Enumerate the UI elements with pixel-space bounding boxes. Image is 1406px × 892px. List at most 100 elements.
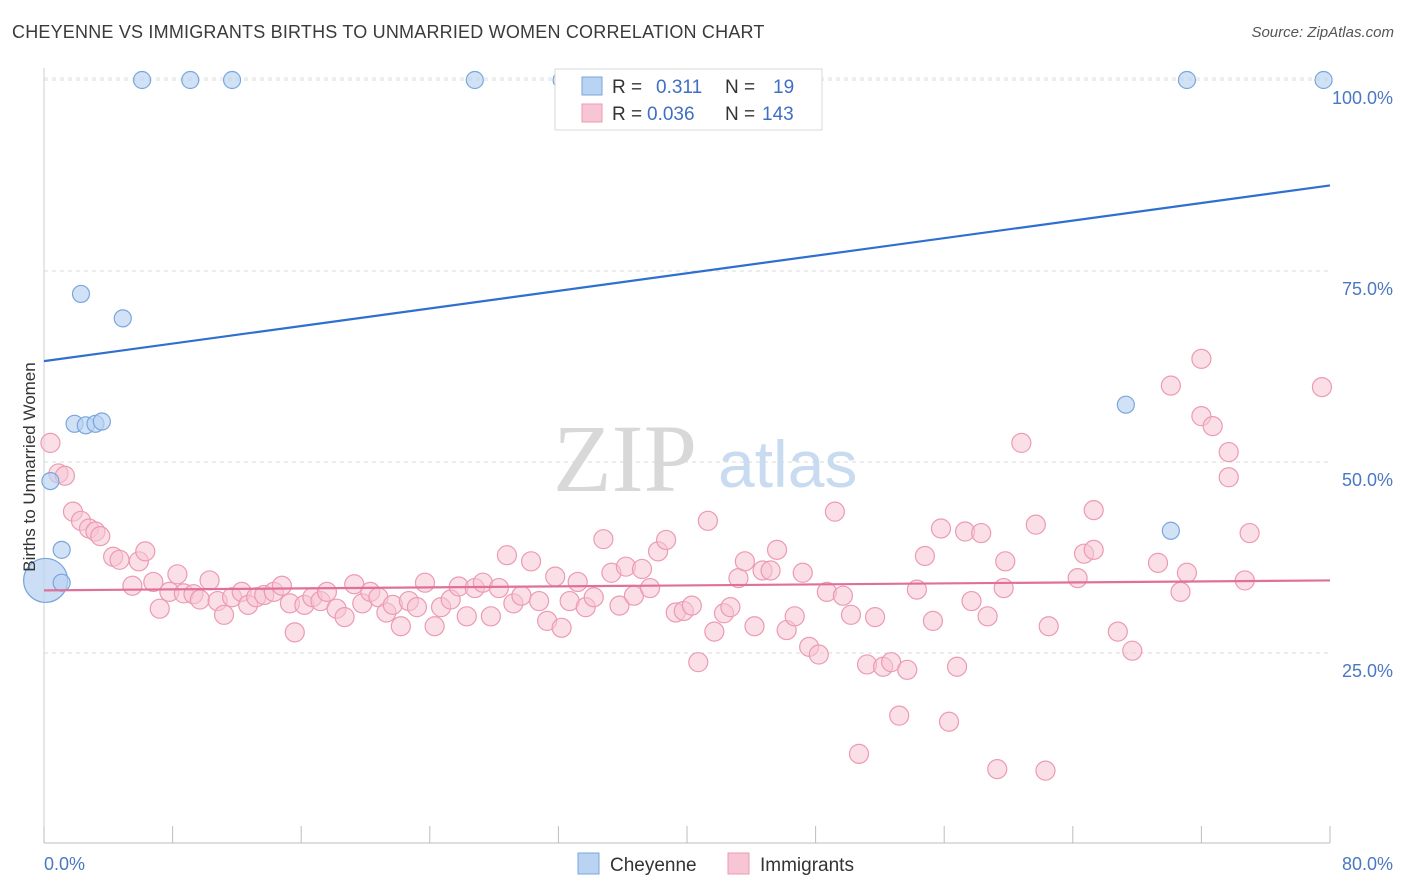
immigrants-point — [1083, 500, 1104, 521]
immigrants-point — [971, 522, 992, 544]
immigrants-point — [832, 585, 854, 606]
cheyenne-point — [52, 540, 71, 559]
axes — [43, 68, 1331, 844]
immigrants-point — [946, 656, 968, 677]
immigrants-point — [734, 551, 755, 572]
cheyenne-point — [41, 472, 60, 491]
immigrants-point — [897, 659, 918, 680]
top-legend: R = 0.311 N = 19 R = 0.036 N = 143 — [554, 68, 823, 131]
immigrants-point — [488, 577, 510, 599]
immigrants-point — [199, 570, 220, 591]
source-label: Source: ZipAtlas.com — [1251, 24, 1394, 41]
tick-labels: 25.0% 50.0% 75.0% 100.0% 0.0% 80.0% — [44, 88, 1393, 874]
immigrants-point — [760, 560, 781, 581]
immigrants-point — [1035, 760, 1056, 781]
immigrants-point — [122, 575, 143, 596]
immigrants-point — [792, 562, 813, 583]
immigrants-point — [1191, 348, 1212, 369]
immigrants-point — [906, 579, 927, 600]
immigrants-point — [406, 597, 428, 618]
cheyenne-point — [1116, 395, 1135, 414]
immigrants-point — [848, 743, 870, 764]
immigrants-point — [609, 595, 630, 616]
immigrants-point — [567, 571, 588, 593]
legend-swatch-cheyenne — [581, 76, 603, 96]
immigrants-point — [143, 571, 164, 593]
immigrants-point — [987, 759, 1008, 780]
bottom-legend: Cheyenne Immigrants — [577, 852, 854, 876]
immigrants-point — [1083, 539, 1104, 560]
cheyenne-point — [181, 70, 200, 90]
immigrants-point — [938, 711, 960, 732]
watermark: ZIP atlas — [553, 405, 857, 512]
immigrants-point — [914, 545, 936, 567]
legend-r-label-2: R = — [612, 104, 642, 125]
legend-n-label-1: N = — [725, 77, 755, 98]
immigrants-point — [520, 551, 542, 572]
immigrants-point — [639, 577, 661, 599]
watermark-zip: ZIP — [553, 405, 697, 512]
immigrants-point — [284, 622, 305, 643]
immigrants-point — [271, 575, 293, 596]
immigrants-point — [1202, 415, 1223, 437]
immigrants-point — [167, 564, 188, 585]
x-tick-label: 0.0% — [44, 854, 85, 874]
immigrants-point — [1311, 377, 1333, 398]
immigrants-point — [720, 597, 741, 618]
immigrants-point — [889, 705, 910, 726]
immigrants-point — [864, 606, 886, 628]
immigrants-point — [824, 501, 845, 522]
legend-n-label-2: N = — [725, 104, 755, 125]
immigrants-point — [784, 606, 805, 627]
y-tick-label: 100.0% — [1332, 88, 1393, 108]
immigrants-point — [40, 432, 61, 453]
immigrants-point — [583, 587, 604, 608]
immigrants-point — [593, 529, 614, 550]
cheyenne-point — [52, 573, 71, 592]
legend-n-value-2: 143 — [762, 104, 794, 125]
legend-r-label-1: R = — [612, 77, 642, 98]
immigrants-point — [688, 652, 709, 673]
immigrants-point — [1160, 375, 1181, 396]
immigrants-point — [1038, 616, 1059, 637]
immigrants-point — [1107, 621, 1128, 642]
immigrants-point — [414, 572, 436, 593]
bottom-legend-swatch-cheyenne — [577, 852, 600, 875]
immigrants-point — [840, 604, 862, 625]
trend-lines — [43, 184, 1331, 592]
immigrants-point — [496, 545, 518, 566]
cheyenne-point — [465, 70, 484, 90]
cheyenne-point — [132, 70, 152, 90]
immigrants-point — [316, 581, 338, 602]
watermark-atlas: atlas — [718, 427, 857, 501]
immigrants-point — [424, 616, 445, 637]
immigrants-point — [1025, 514, 1046, 535]
immigrants-point — [808, 644, 829, 665]
immigrants-point — [149, 598, 170, 619]
immigrants-point — [529, 590, 550, 612]
cheyenne-point — [113, 309, 132, 328]
immigrants-point — [480, 606, 501, 627]
immigrants-points — [40, 348, 1333, 781]
immigrants-point — [681, 595, 702, 616]
cheyenne-point — [1314, 70, 1333, 90]
immigrants-point — [1239, 522, 1260, 544]
immigrants-point — [1176, 562, 1198, 583]
immigrants-point — [511, 585, 532, 606]
immigrants-point — [545, 566, 566, 587]
y-tick-label: 50.0% — [1342, 470, 1393, 490]
cheyenne-trend-line — [43, 184, 1331, 363]
immigrants-point — [1122, 640, 1143, 661]
immigrants-point — [334, 606, 355, 628]
immigrants-point — [977, 606, 998, 627]
immigrants-point — [744, 616, 765, 637]
immigrants-point — [109, 549, 130, 570]
x-tick-label: 80.0% — [1342, 854, 1393, 874]
immigrants-point — [930, 518, 952, 539]
immigrants-point — [1218, 441, 1239, 463]
immigrants-point — [189, 589, 211, 610]
cheyenne-point — [1161, 521, 1180, 540]
y-tick-label: 75.0% — [1342, 279, 1393, 299]
cheyenne-point — [222, 70, 242, 90]
